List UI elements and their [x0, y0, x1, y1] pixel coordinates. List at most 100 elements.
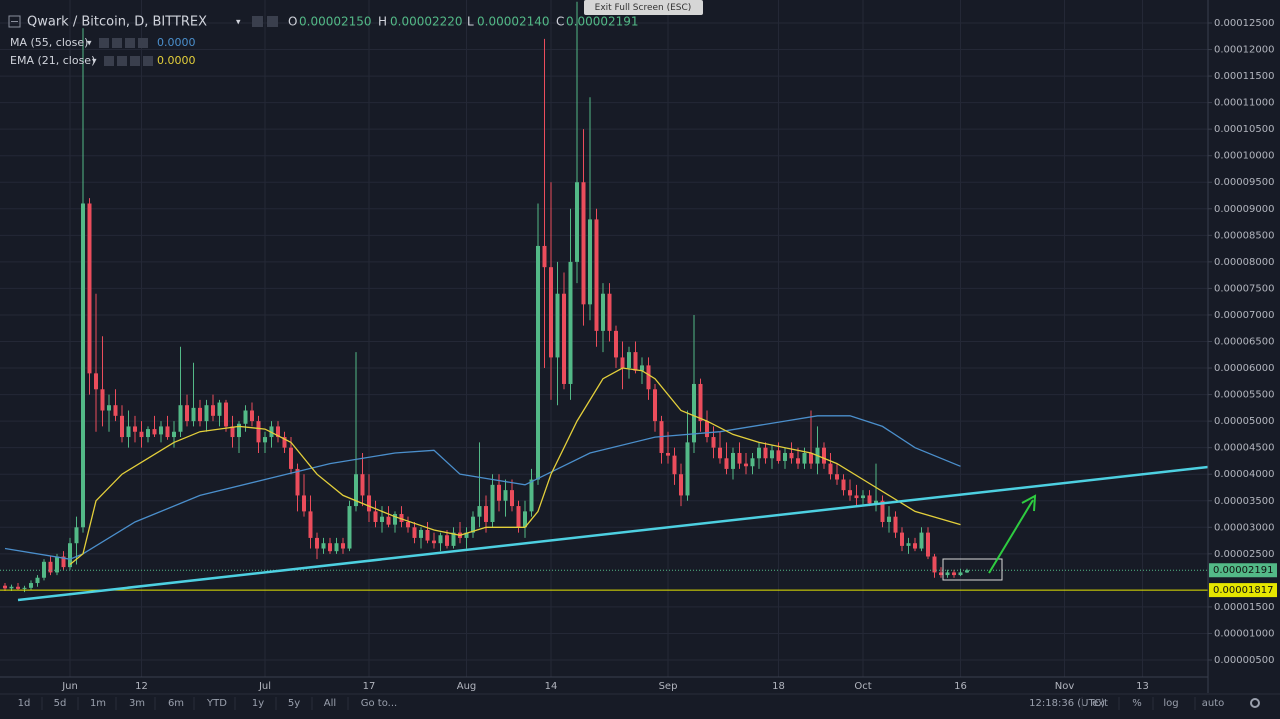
option-button[interactable]: ext	[1092, 698, 1108, 709]
candle-body	[35, 577, 40, 584]
candle-body	[757, 447, 761, 459]
candle-body	[367, 495, 371, 512]
icon[interactable]	[252, 16, 263, 27]
candle-body	[133, 426, 137, 432]
candle-body	[763, 447, 768, 459]
range-button[interactable]: 5d	[54, 698, 67, 709]
y-tick-label: 0.00001500	[1214, 602, 1274, 613]
candle-body	[913, 543, 917, 549]
candle-body	[172, 431, 176, 438]
dropdown-caret[interactable]: ▾	[236, 18, 241, 28]
y-tick-label: 0.00006000	[1214, 363, 1274, 374]
legend-icon[interactable]	[143, 56, 153, 66]
candle-body	[880, 500, 885, 522]
candle-body	[289, 447, 293, 469]
candle-body	[724, 458, 729, 469]
candle-body	[789, 452, 794, 459]
candle-body	[276, 426, 280, 438]
candle-body	[230, 426, 235, 438]
y-tick-label: 0.00007500	[1214, 283, 1274, 294]
candle-body	[945, 572, 950, 576]
ohlc-value: 0.00002220	[390, 15, 463, 29]
candle-body	[633, 352, 638, 371]
exit-fullscreen-label[interactable]: Exit Full Screen (ESC)	[595, 3, 692, 13]
legend-icon[interactable]	[117, 56, 127, 66]
option-button[interactable]: %	[1132, 698, 1142, 709]
symbol-title[interactable]: Qwark / Bitcoin, D, BITTREX	[27, 15, 207, 30]
legend-value: 0.0000	[157, 54, 196, 67]
candle-body	[640, 365, 644, 371]
toolbar-bg	[0, 694, 1280, 719]
candle-body	[900, 532, 904, 546]
range-button[interactable]: 1y	[252, 698, 264, 709]
candle-body	[295, 468, 300, 496]
exit-fullscreen-button[interactable]	[584, 0, 703, 15]
goto-button[interactable]: Go to...	[361, 698, 397, 709]
x-tick-label: Sep	[659, 681, 678, 692]
clock: 12:18:36 (UTC)	[1029, 698, 1105, 709]
candle-body	[958, 572, 963, 576]
candle-body	[347, 506, 352, 549]
legend-name[interactable]: EMA (21, close)	[10, 54, 95, 67]
candle-body	[250, 410, 254, 422]
legend-icon[interactable]	[112, 38, 122, 48]
option-button[interactable]: auto	[1202, 698, 1225, 709]
arrow-head	[1021, 494, 1037, 512]
candle-body	[334, 543, 339, 552]
candle-body	[555, 293, 560, 358]
candle-body	[809, 452, 813, 464]
range-button[interactable]: YTD	[206, 698, 227, 709]
candle-body	[126, 426, 131, 438]
candle-body	[510, 490, 514, 507]
candle-body	[94, 373, 98, 390]
candle-body	[445, 535, 449, 546]
range-button[interactable]: 6m	[168, 698, 184, 709]
range-button[interactable]: 1d	[18, 698, 31, 709]
x-tick-label: 18	[772, 681, 785, 692]
y-tick-label: 0.00012500	[1214, 18, 1274, 29]
settings-button[interactable]	[1250, 698, 1260, 708]
range-button[interactable]: 3m	[129, 698, 145, 709]
range-button[interactable]: All	[324, 698, 336, 709]
candle-body	[399, 514, 404, 522]
candle-body	[386, 516, 391, 525]
y-tick-label: 0.00009000	[1214, 204, 1274, 215]
price-label-box	[1209, 563, 1277, 578]
candle-body	[224, 402, 228, 427]
candle-body	[484, 506, 488, 522]
y-tick-label: 0.00003000	[1214, 522, 1274, 533]
legend-icon[interactable]	[125, 38, 135, 48]
candle-body	[497, 484, 501, 501]
range-button[interactable]: 1m	[90, 698, 106, 709]
candle-body	[770, 450, 774, 459]
candle-body	[432, 540, 436, 544]
candle-body	[802, 452, 807, 464]
legend-icon[interactable]	[104, 56, 114, 66]
option-button[interactable]: log	[1163, 698, 1178, 709]
candle-body	[139, 431, 144, 438]
collapse-icon[interactable]	[8, 15, 21, 28]
candle-body	[308, 511, 313, 538]
candle-body	[620, 357, 625, 369]
candle-body	[29, 583, 33, 588]
candle-body	[373, 511, 378, 522]
candle-body	[861, 495, 865, 499]
legend-icon[interactable]	[138, 38, 148, 48]
range-button[interactable]: 5y	[288, 698, 300, 709]
candle-body	[419, 529, 423, 538]
legend-name[interactable]: MA (55, close)	[10, 36, 88, 49]
x-tick-label: 13	[1136, 681, 1149, 692]
legend-icon[interactable]	[99, 38, 109, 48]
axis: 0.00000500 0.00001000 0.00001500 0.00002500…	[61, 18, 1277, 692]
candle-body	[282, 437, 287, 448]
candle-body	[211, 405, 215, 416]
x-tick-label: Oct	[854, 681, 871, 692]
candle-body	[568, 261, 573, 384]
icon[interactable]	[267, 16, 278, 27]
candle-body	[575, 182, 579, 262]
candle-body	[919, 532, 924, 549]
candle-body	[594, 219, 599, 331]
legend-icon[interactable]	[130, 56, 140, 66]
